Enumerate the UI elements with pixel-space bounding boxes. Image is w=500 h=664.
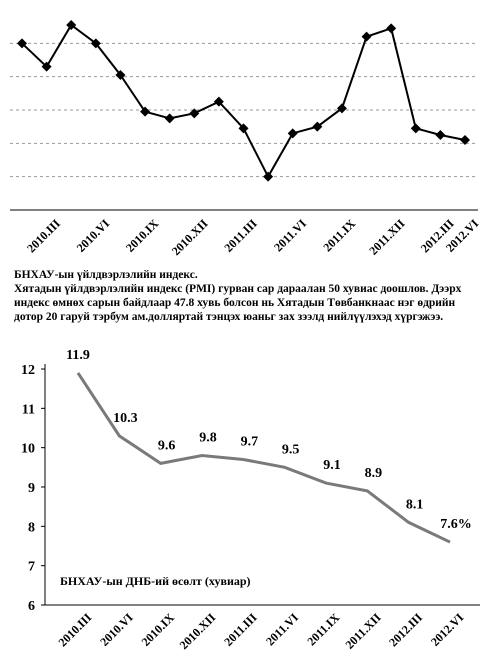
value-label: 7.6% bbox=[440, 517, 472, 532]
x-tick-label: 2010.VI bbox=[74, 216, 113, 255]
value-label: 11.9 bbox=[66, 348, 90, 363]
point-marker bbox=[164, 113, 175, 124]
value-label: 10.3 bbox=[113, 411, 138, 426]
y-tick-label: 12 bbox=[21, 363, 35, 378]
point-marker bbox=[90, 38, 101, 49]
x-tick-label: 2010.IX bbox=[139, 610, 178, 649]
point-marker bbox=[287, 128, 298, 139]
point-marker bbox=[115, 70, 126, 80]
point-marker bbox=[238, 123, 249, 134]
point-marker bbox=[189, 108, 200, 119]
x-tick-label: 2011.IX bbox=[304, 610, 342, 648]
point-marker bbox=[312, 121, 323, 132]
y-tick-label: 6 bbox=[28, 599, 35, 614]
y-tick-label: 9 bbox=[28, 481, 35, 496]
point-marker bbox=[263, 171, 274, 182]
pmi-chart: 2010.III 2010.VI 2010.IX 2010.XII 2011.III 20… bbox=[10, 20, 482, 258]
chart-title: БНХАУ-ын ДНБ-ий өсөлт (хувиар) bbox=[60, 574, 251, 588]
point-marker bbox=[17, 38, 27, 49]
caption-title: БНХАУ-ын үйлдвэрлэлийн индекс. bbox=[14, 269, 198, 281]
value-label: 9.6 bbox=[158, 438, 176, 453]
point-marker bbox=[66, 20, 77, 30]
value-label: 9.5 bbox=[282, 442, 300, 457]
x-tick-label: 2010.III bbox=[24, 216, 63, 255]
value-label: 8.1 bbox=[406, 497, 424, 512]
point-marker bbox=[140, 106, 151, 117]
value-label: 9.8 bbox=[199, 431, 217, 446]
x-tick-label: 2011.VI bbox=[271, 216, 309, 254]
y-tick-label: 7 bbox=[28, 560, 35, 575]
point-marker bbox=[41, 61, 52, 72]
x-tick-label: 2010.III bbox=[55, 610, 94, 649]
data-line bbox=[76, 372, 451, 544]
point-marker bbox=[435, 130, 446, 140]
point-marker bbox=[213, 96, 224, 107]
y-tick-label: 8 bbox=[28, 520, 35, 535]
x-tick-label: 2010.VI bbox=[97, 610, 136, 649]
value-label: 8.9 bbox=[365, 466, 383, 481]
x-tick-label: 2010.IX bbox=[123, 216, 162, 255]
x-tick-label: 2011.IX bbox=[320, 216, 358, 254]
x-tick-label: 2011.VI bbox=[263, 610, 301, 648]
x-tick-label: 2010.XII bbox=[169, 216, 211, 258]
x-tick-label: 2011.III bbox=[221, 610, 260, 649]
point-marker bbox=[336, 103, 347, 114]
value-label: 9.1 bbox=[323, 458, 341, 473]
gdp-chart: 6 7 8 9 10 11 12 11.9 2010.III 10.3 2010.VI 9.6 2010… bbox=[21, 348, 480, 652]
x-tick-label: 2012.VI bbox=[428, 610, 467, 649]
caption: БНХАУ-ын үйлдвэрлэлийн индекс. Хятадын ү… bbox=[0, 264, 500, 326]
point-marker bbox=[386, 23, 397, 34]
x-tick-label: 2011.III bbox=[221, 216, 260, 255]
y-tick-label: 10 bbox=[21, 442, 35, 457]
x-tick-label: 2010.XII bbox=[177, 610, 219, 652]
x-tick-label: 2012.III bbox=[386, 610, 425, 649]
x-tick-label: 2011.XII bbox=[342, 610, 383, 651]
data-line bbox=[21, 23, 466, 179]
point-marker bbox=[361, 31, 372, 42]
point-marker bbox=[410, 123, 421, 134]
value-label: 9.7 bbox=[241, 434, 259, 449]
caption-text: Хятадын үйлдвэрлэлийн индекс (PMI) гурва… bbox=[14, 283, 462, 323]
x-tick-label: 2011.XII bbox=[366, 216, 407, 257]
point-marker bbox=[460, 135, 470, 145]
y-tick-label: 11 bbox=[22, 402, 35, 417]
